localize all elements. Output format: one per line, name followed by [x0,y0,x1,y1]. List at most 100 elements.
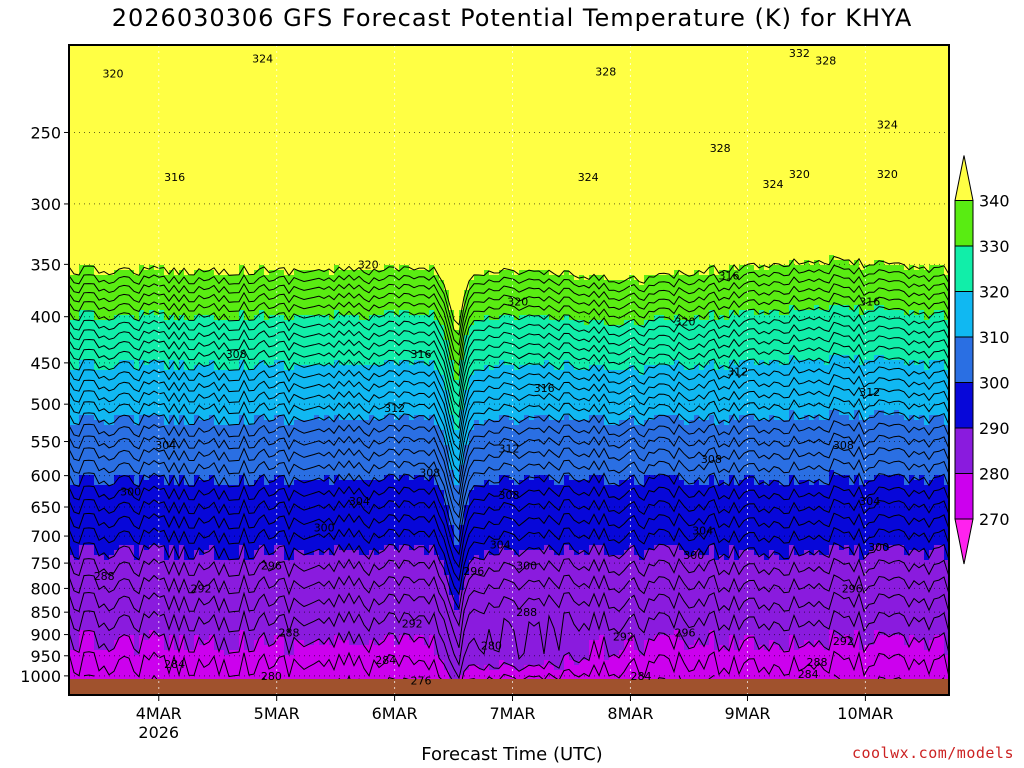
colorbar-label: 310 [979,328,1010,347]
contour-label: 320 [789,168,810,181]
isoline-278 [69,650,949,692]
contour-label: 304 [155,439,176,452]
contour-label: 308 [833,439,854,452]
contour-label: 300 [516,560,537,573]
colorbar-legend: 270 280 290 300 310 320 330 340 [954,155,1010,565]
isoline-326 [69,321,949,398]
y-tick-label: 450 [30,354,61,373]
contour-label: 324 [877,119,898,132]
colorbar-label: 270 [979,510,1010,529]
isoline-324 [69,331,949,408]
contour-label: 312 [499,443,520,456]
colorbar-swatch [954,200,974,247]
x-tick-label: 8MAR [607,704,653,723]
contour-label: 316 [534,382,555,395]
isoline-292 [69,526,949,596]
contour-label: 312 [727,365,748,378]
contour-label: 304 [490,538,511,551]
x-tick-label: 4MAR [136,704,182,723]
colorbar-under-triangle [954,518,974,565]
contour-label: 292 [613,631,634,644]
contour-label: 308 [226,348,247,361]
plot-frame [68,44,950,696]
contour-label: 296 [463,565,484,578]
isoline-332 [69,292,949,367]
contour-label: 324 [763,178,784,191]
x-tick-label: 5MAR [254,704,300,723]
y-tick-label: 1000 [20,667,61,686]
contour-label: 300 [683,549,704,562]
contour-label: 284 [164,658,185,671]
contour-label: 316 [859,296,880,309]
y-tick-label: 600 [30,467,61,486]
colorbar-swatch [954,291,974,338]
isoline-334 [69,283,949,357]
contour-label: 296 [261,560,282,573]
contour-label: 284 [375,654,396,667]
ground-strip [69,679,949,695]
isoline-306 [69,432,949,507]
x-tick-label: 10MAR [837,704,893,723]
contour-label: 276 [411,675,432,688]
colorbar-swatch [954,382,974,429]
contour-label: 312 [859,386,880,399]
isoline-312 [69,396,949,473]
colorbar-label: 320 [979,283,1010,302]
y-tick-label: 300 [30,195,61,214]
isoline-338 [69,264,949,336]
y-tick-label: 900 [30,626,61,645]
y-tick-label: 700 [30,527,61,546]
colorbar-label: 330 [979,237,1010,256]
contour-labels: 320 324 328 328 332 324 328 324 324 320 320 316 320 3… [94,47,898,688]
contour-label: 328 [710,142,731,155]
isoline-284 [69,591,949,667]
colorbar-label: 290 [979,419,1010,438]
grid-lines [69,45,949,695]
isoline-298 [69,485,949,556]
contour-label: 284 [631,670,652,683]
contour-label: 296 [675,626,696,639]
contour-label: 300 [314,522,335,535]
isoline-318 [69,363,949,440]
x-tick-sublabel: 2026 [138,723,179,742]
contour-label: 304 [349,495,370,508]
contour-label: 304 [859,495,880,508]
colorbar-swatch [954,336,974,383]
isoline-300 [69,471,949,543]
contour-label: 328 [595,66,616,79]
y-tick-label: 850 [30,603,61,622]
contour-label: 296 [842,582,863,595]
contour-label: 300 [120,486,141,499]
isoline-290 [69,542,949,611]
contour-label: 288 [279,626,300,639]
isoline-310 [69,408,949,484]
contour-label: 316 [164,171,185,184]
contour-label: 304 [692,524,713,537]
contour-label: 288 [516,606,537,619]
contour-fill [69,45,949,695]
y-axis: 250 300 350 400 450 500 550 600 650 700 750 800 850 9… [20,123,69,686]
y-tick-label: 650 [30,498,61,517]
x-axis-label: Forecast Time (UTC) [0,744,1024,765]
isoline-314 [69,385,949,462]
contour-label: 320 [877,168,898,181]
isoline-336 [69,274,949,346]
isoline-340 [69,255,949,326]
x-tick-label: 7MAR [489,704,535,723]
contour-label: 284 [798,668,819,681]
y-tick-label: 550 [30,433,61,452]
isoline-280 [69,629,949,695]
x-tick-label: 9MAR [724,704,770,723]
chart-title: 2026030306 GFS Forecast Potential Temper… [0,4,1024,32]
isoline-330 [69,302,949,377]
contour-label: 292 [833,635,854,648]
contour-label: 292 [402,618,423,631]
colorbar-swatch [954,427,974,474]
y-tick-label: 250 [30,123,61,142]
isoline-304 [69,445,949,519]
contour-label: 320 [507,296,528,309]
contour-label: 332 [789,47,810,60]
colorbar-over-triangle [954,155,974,201]
isoline-286 [69,574,949,648]
